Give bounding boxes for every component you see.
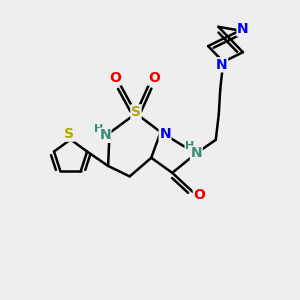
Text: N: N	[99, 128, 111, 142]
Text: S: S	[64, 127, 74, 141]
Text: N: N	[159, 127, 171, 140]
Text: H: H	[185, 141, 194, 151]
Text: O: O	[109, 71, 121, 85]
Text: O: O	[148, 71, 160, 85]
Text: N: N	[190, 146, 202, 160]
Text: O: O	[193, 188, 205, 202]
Text: S: S	[131, 105, 141, 119]
Text: N: N	[216, 58, 228, 72]
Text: N: N	[237, 22, 249, 36]
Text: H: H	[94, 124, 103, 134]
